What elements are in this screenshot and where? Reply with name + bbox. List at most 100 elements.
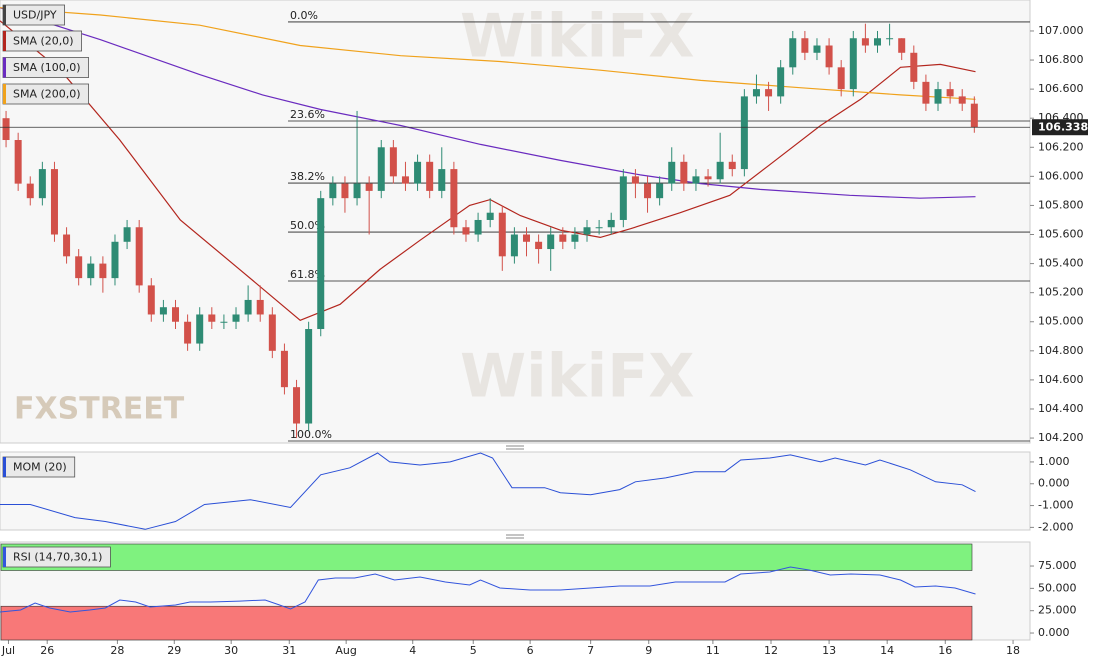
candle-body: [26, 183, 34, 199]
last-price-label: 106.338: [1038, 121, 1088, 134]
legend-item: RSI (14,70,30,1): [2, 546, 111, 568]
legend-swatch: [3, 31, 6, 51]
candle-body: [777, 67, 785, 97]
x-tick-label: 28: [110, 644, 124, 657]
candle-body: [99, 263, 107, 279]
candle-body: [474, 219, 482, 235]
candle-body: [595, 227, 603, 229]
legend-item: SMA (200,0): [2, 83, 89, 105]
sma-line: [0, 7, 976, 199]
candle-body: [934, 89, 942, 104]
y-tick-label: 104.600: [1038, 373, 1084, 386]
candle-body: [377, 147, 385, 191]
sma-line: [0, 20, 976, 321]
mom-pane: [0, 451, 1031, 531]
legend-item: SMA (100,0): [2, 57, 89, 78]
candle-body: [450, 169, 458, 228]
candle-body: [692, 176, 700, 184]
pane-grip: [506, 445, 524, 539]
candle-body: [87, 263, 95, 279]
x-tick-label: 29: [167, 644, 181, 657]
legend-label: SMA (20,0): [13, 35, 74, 48]
oversold-zone: [0, 605, 973, 641]
x-tick-label: 4: [409, 644, 416, 657]
x-tick-label: 9: [645, 644, 652, 657]
candle-body: [462, 227, 470, 235]
legend-item: USD/JPY: [2, 4, 65, 26]
candle-body: [268, 314, 276, 351]
candle-body: [341, 183, 349, 199]
watermark: WikiFX: [460, 342, 694, 412]
x-tick-label: 31: [282, 644, 296, 657]
candle-body: [329, 183, 337, 199]
candle-body: [607, 219, 615, 228]
candle-body: [293, 387, 301, 424]
candle-body: [801, 38, 809, 53]
legend-item: MOM (20): [2, 456, 76, 478]
x-tick-label: 5: [470, 644, 477, 657]
candle-body: [438, 169, 446, 191]
fib-label: 61.8%: [290, 268, 325, 281]
y-tick-label: 106.800: [1038, 53, 1084, 66]
candle-body: [752, 89, 760, 97]
candle-body: [946, 89, 954, 97]
candle-body: [244, 299, 252, 315]
candle-body: [38, 169, 46, 199]
y-tick-label: 1.000: [1038, 455, 1070, 468]
y-tick-label: -2.000: [1038, 520, 1073, 533]
candle-body: [159, 307, 167, 315]
y-tick-label: 50.000: [1038, 581, 1077, 594]
candle-body: [680, 161, 688, 184]
candle-body: [668, 161, 676, 184]
y-tick-label: -1.000: [1038, 499, 1073, 512]
y-tick-label: 0.000: [1038, 626, 1070, 639]
candle-body: [825, 45, 833, 68]
candle-body: [522, 234, 530, 242]
legend-item: SMA (20,0): [2, 30, 82, 52]
legend-swatch: [3, 84, 6, 104]
candle-body: [619, 176, 627, 220]
y-tick-label: 104.800: [1038, 344, 1084, 357]
y-tick-label: 105.000: [1038, 315, 1084, 328]
indicator-line: [0, 452, 976, 530]
candle-body: [873, 38, 881, 46]
candle-body: [813, 45, 821, 53]
candle-body: [14, 140, 22, 184]
candle-body: [571, 234, 579, 242]
candle-body: [389, 147, 397, 177]
x-tick-label: Aug: [335, 644, 356, 657]
y-tick-label: 106.000: [1038, 169, 1084, 182]
candle-body: [704, 176, 712, 180]
y-tick-label: 104.400: [1038, 402, 1084, 415]
candle-body: [147, 285, 155, 315]
legend-swatch: [3, 457, 6, 477]
candle-body: [849, 38, 857, 90]
x-tick-label: 11: [706, 644, 720, 657]
candle-body: [232, 314, 240, 322]
watermark: WikiFX: [460, 2, 694, 72]
sma-line: [0, 7, 976, 100]
candle-body: [886, 38, 894, 40]
y-tick-label: 105.200: [1038, 286, 1084, 299]
x-tick-label: 13: [822, 644, 836, 657]
candle-body: [583, 227, 591, 235]
logo: FXSTREET: [14, 392, 185, 427]
candle-body: [2, 118, 10, 141]
candle-body: [970, 103, 978, 128]
x-tick-label: 6: [527, 644, 534, 657]
y-tick-label: 107.000: [1038, 24, 1084, 37]
y-tick-label: 0.000: [1038, 477, 1070, 490]
y-tick-label: 106.200: [1038, 140, 1084, 153]
candle-body: [75, 256, 83, 279]
candle-body: [716, 161, 724, 180]
fib-label: 0.0%: [290, 9, 318, 22]
y-tick-label: 106.600: [1038, 82, 1084, 95]
x-tick-label: Jul: [1, 644, 15, 657]
candle-body: [910, 52, 918, 82]
candle-body: [631, 176, 639, 184]
candle-body: [898, 38, 906, 53]
candle-body: [401, 176, 409, 184]
candle-body: [656, 183, 664, 199]
candle-body: [256, 299, 264, 315]
